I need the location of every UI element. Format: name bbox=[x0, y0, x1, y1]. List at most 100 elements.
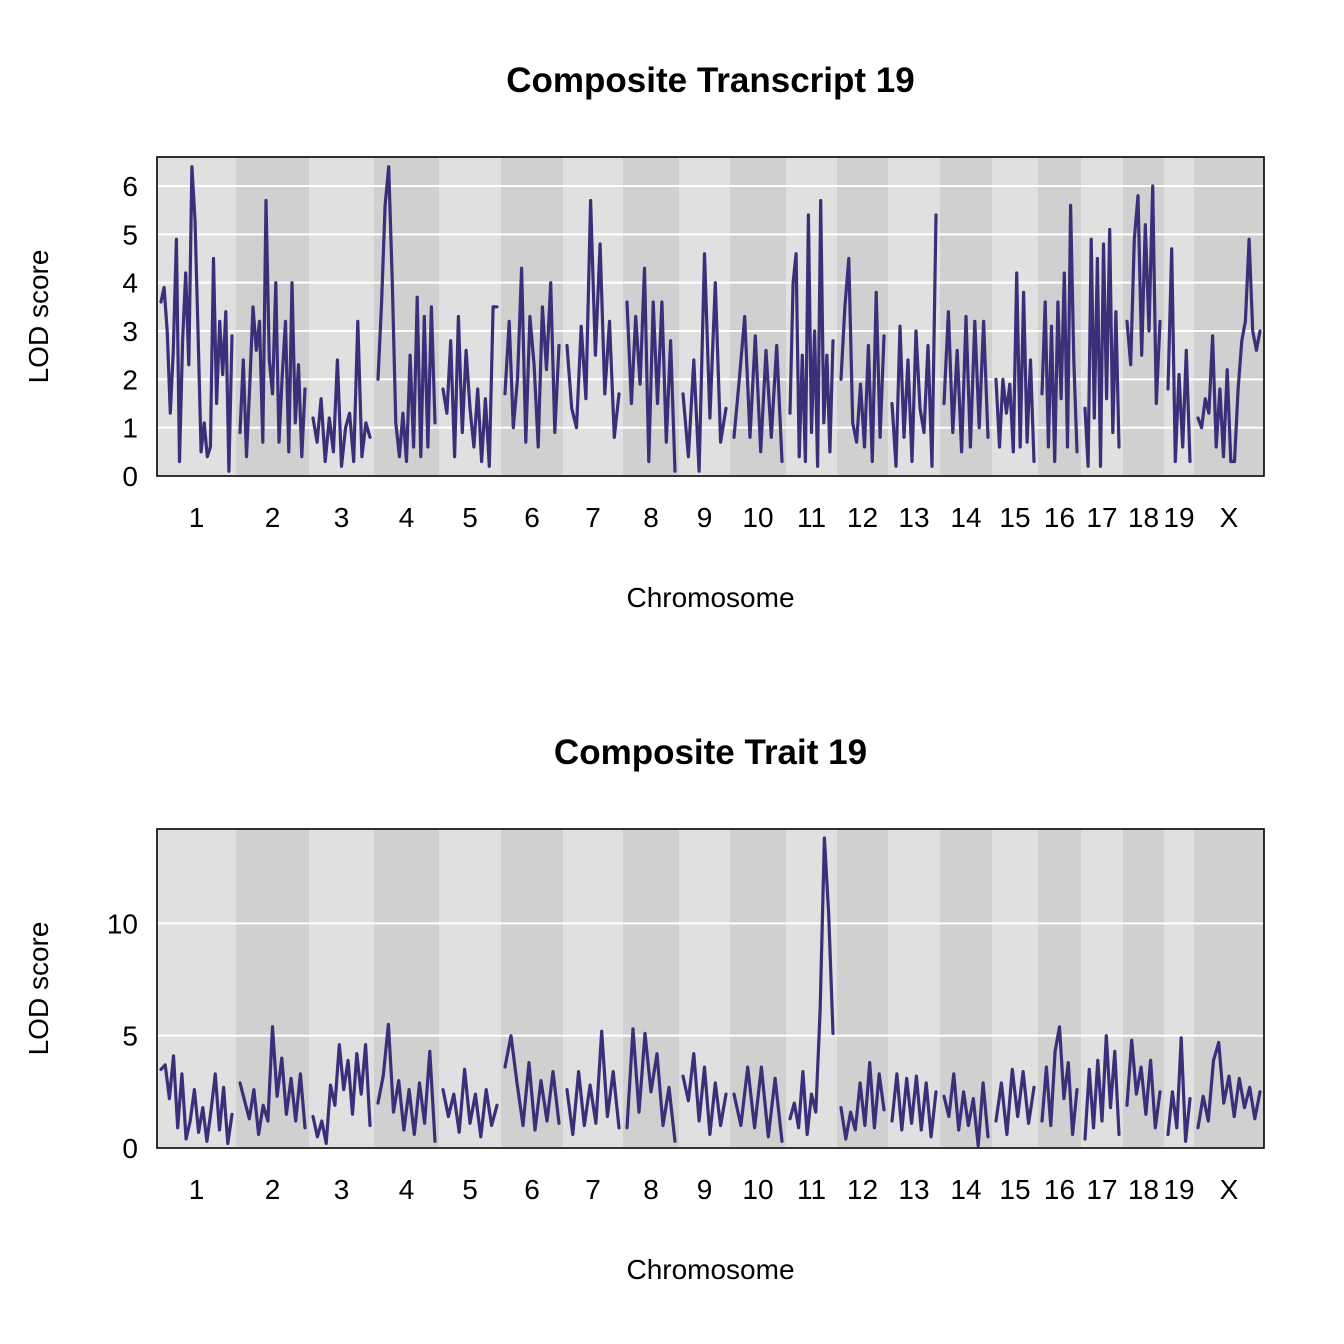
y-tick-label: 0 bbox=[122, 1133, 138, 1164]
x-tick-label-chr-3: 3 bbox=[334, 1174, 350, 1205]
x-tick-label-chr-5: 5 bbox=[462, 1174, 478, 1205]
lod-series-chr-14 bbox=[942, 1072, 990, 1148]
x-tick-label-chr-11: 11 bbox=[797, 502, 826, 533]
lod-series-chr-15 bbox=[994, 271, 1036, 464]
x-tick-label-chr-1: 1 bbox=[189, 1174, 205, 1205]
x-tick-label-chr-19: 19 bbox=[1163, 1174, 1194, 1205]
lod-series-chr-15 bbox=[994, 1067, 1036, 1137]
y-axis-label: LOD score bbox=[23, 922, 54, 1056]
chromosome-band-5 bbox=[439, 829, 501, 1148]
x-tick-label-chr-14: 14 bbox=[950, 502, 981, 533]
lod-series-chr-9 bbox=[681, 1051, 728, 1137]
lod-series-chr-3 bbox=[311, 319, 372, 468]
lod-series-chr-14 bbox=[942, 310, 990, 454]
x-tick-label-chr-12: 12 bbox=[847, 502, 878, 533]
x-axis-label: Chromosome bbox=[626, 582, 794, 613]
lod-series-chr-8 bbox=[625, 1027, 677, 1143]
lod-series-chr-18 bbox=[1125, 184, 1162, 406]
x-tick-label-chr-19: 19 bbox=[1163, 502, 1194, 533]
lod-series-chr-11 bbox=[788, 198, 835, 468]
lod-series-chr-8 bbox=[625, 266, 677, 473]
x-tick-label-chr-4: 4 bbox=[399, 1174, 415, 1205]
x-tick-label-chr-10: 10 bbox=[742, 1174, 773, 1205]
x-tick-label-chr-5: 5 bbox=[462, 502, 478, 533]
lod-series-chr-1 bbox=[159, 1054, 234, 1146]
x-tick-label-chr-15: 15 bbox=[999, 502, 1030, 533]
lod-series-chr-7 bbox=[565, 1029, 621, 1137]
lod-series-chr-10 bbox=[732, 1065, 784, 1143]
lod-series-chr-4 bbox=[376, 165, 437, 464]
x-tick-label-chr-10: 10 bbox=[742, 502, 773, 533]
lod-series-chr-4 bbox=[376, 1022, 437, 1143]
lod-series-chr-6 bbox=[503, 266, 561, 449]
lod-series-chr-5 bbox=[441, 1067, 499, 1139]
x-tick-label-chr-18: 18 bbox=[1128, 1174, 1159, 1205]
lod-series-chr-X bbox=[1196, 237, 1262, 464]
x-tick-label-chr-9: 9 bbox=[697, 1174, 713, 1205]
x-tick-label-chr-17: 17 bbox=[1086, 1174, 1117, 1205]
lod-series-chr-16 bbox=[1040, 1025, 1079, 1137]
lod-series-chr-1 bbox=[159, 165, 234, 473]
y-tick-label: 6 bbox=[122, 171, 138, 202]
plot-frame bbox=[156, 828, 1265, 1149]
x-tick-label-chr-16: 16 bbox=[1044, 1174, 1075, 1205]
x-tick-label-chr-17: 17 bbox=[1086, 502, 1117, 533]
y-tick-label: 5 bbox=[122, 219, 138, 250]
lod-series-chr-2 bbox=[238, 198, 307, 459]
x-tick-label-chr-3: 3 bbox=[334, 502, 350, 533]
x-tick-label-chr-X: X bbox=[1220, 502, 1239, 533]
y-tick-label: 1 bbox=[122, 413, 138, 444]
lod-series-chr-3 bbox=[311, 1043, 372, 1146]
lod-series-chr-7 bbox=[565, 198, 621, 439]
y-tick-label: 5 bbox=[122, 1021, 138, 1052]
x-tick-label-chr-14: 14 bbox=[950, 1174, 981, 1205]
y-tick-label: 3 bbox=[122, 316, 138, 347]
lod-series-chr-X bbox=[1196, 1040, 1262, 1130]
y-axis-label: LOD score bbox=[23, 250, 54, 384]
lod-series-chr-12 bbox=[839, 256, 886, 464]
x-tick-label-chr-2: 2 bbox=[265, 502, 281, 533]
lod-series-chr-13 bbox=[890, 1072, 938, 1139]
x-tick-label-chr-7: 7 bbox=[585, 1174, 601, 1205]
y-tick-label: 2 bbox=[122, 364, 138, 395]
x-tick-label-chr-13: 13 bbox=[898, 1174, 929, 1205]
lod-series-chr-10 bbox=[732, 314, 784, 464]
x-tick-label-chr-8: 8 bbox=[643, 1174, 659, 1205]
x-tick-label-chr-2: 2 bbox=[265, 1174, 281, 1205]
lod-series-chr-12 bbox=[839, 1060, 886, 1141]
x-tick-label-chr-15: 15 bbox=[999, 1174, 1030, 1205]
lod-series-chr-18 bbox=[1125, 1038, 1162, 1130]
y-tick-label: 4 bbox=[122, 268, 138, 299]
chart-title: Composite Transcript 19 bbox=[506, 61, 914, 100]
y-tick-label: 10 bbox=[107, 908, 138, 939]
x-tick-label-chr-13: 13 bbox=[898, 502, 929, 533]
lod-series-chr-13 bbox=[890, 213, 938, 468]
x-tick-label-chr-4: 4 bbox=[399, 502, 415, 533]
x-tick-label-chr-9: 9 bbox=[697, 502, 713, 533]
lod-series-chr-19 bbox=[1166, 247, 1192, 464]
lod-series-chr-16 bbox=[1040, 203, 1079, 464]
x-tick-label-chr-6: 6 bbox=[524, 1174, 540, 1205]
x-tick-label-chr-16: 16 bbox=[1044, 502, 1075, 533]
x-axis-label: Chromosome bbox=[626, 1254, 794, 1285]
lod-series-chr-6 bbox=[503, 1034, 561, 1132]
x-tick-label-chr-8: 8 bbox=[643, 502, 659, 533]
x-tick-label-chr-X: X bbox=[1220, 1174, 1239, 1205]
x-tick-label-chr-18: 18 bbox=[1128, 502, 1159, 533]
lod-series-chr-17 bbox=[1083, 1034, 1121, 1141]
chart-title: Composite Trait 19 bbox=[554, 733, 867, 772]
lod-series-chr-9 bbox=[681, 252, 728, 473]
x-tick-label-chr-7: 7 bbox=[585, 502, 601, 533]
plot-frame bbox=[156, 156, 1265, 477]
x-tick-label-chr-1: 1 bbox=[189, 502, 205, 533]
lod-series-chr-17 bbox=[1083, 227, 1121, 468]
lod-series-chr-2 bbox=[238, 1025, 307, 1137]
chromosome-band-3 bbox=[309, 829, 374, 1148]
x-tick-label-chr-6: 6 bbox=[524, 502, 540, 533]
lod-series-chr-11 bbox=[788, 836, 835, 1137]
x-tick-label-chr-11: 11 bbox=[797, 1174, 826, 1205]
x-tick-label-chr-12: 12 bbox=[847, 1174, 878, 1205]
